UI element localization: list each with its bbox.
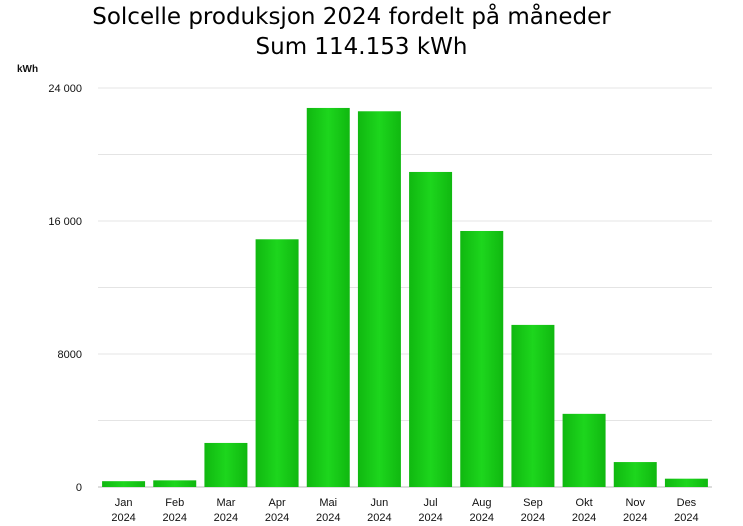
bar-sep [511,324,555,487]
bar-apr [255,239,299,487]
x-tick-year-label: 2024 [163,512,187,524]
bar-aug [460,230,504,487]
x-tick-label: Jan [115,497,133,509]
x-tick-year-label: 2024 [316,512,340,524]
x-tick-year-label: 2024 [265,512,289,524]
bar-jan [102,481,146,487]
bar-mai [306,107,350,487]
y-tick-label: 8000 [58,349,82,361]
bar-jul [409,171,453,488]
x-tick-year-label: 2024 [111,512,135,524]
bar-feb [153,480,197,487]
y-tick-label: 24 000 [48,83,82,95]
x-tick-year-label: 2024 [521,512,545,524]
x-tick-year-label: 2024 [214,512,238,524]
x-tick-label: Feb [165,497,184,509]
x-tick-label: Des [677,497,697,509]
y-tick-label: 0 [76,482,82,494]
x-tick-label: Mai [319,497,337,509]
x-tick-label: Aug [472,497,492,509]
x-tick-year-label: 2024 [470,512,494,524]
bar-mar [204,442,248,487]
gridlines [98,87,712,488]
x-tick-label: Mar [216,497,235,509]
bars [102,107,708,488]
y-tick-label: 16 000 [48,216,82,228]
x-tick-year-label: 2024 [674,512,698,524]
x-tick-year-label: 2024 [572,512,596,524]
x-tick-year-label: 2024 [367,512,391,524]
x-tick-label: Nov [625,497,645,509]
x-tick-label: Apr [269,497,286,509]
x-tick-label: Okt [576,497,593,509]
y-axis-ticks: 0 8000 16 000 24 000 [48,83,82,494]
bar-des [664,478,708,487]
x-axis-ticks: Jan 2024 Feb 2024 Mar 2024 Apr 2024 Mai 2024 Jun 20… [111,497,698,524]
x-tick-label: Jun [371,497,389,509]
x-tick-label: Sep [523,497,543,509]
bar-jun [357,111,401,488]
x-tick-label: Jul [424,497,438,509]
bar-okt [562,413,606,487]
chart-title: Solcelle produksjon 2024 fordelt på måne… [92,4,611,30]
y-axis-unit: kWh [17,64,38,75]
x-tick-year-label: 2024 [623,512,647,524]
x-tick-year-label: 2024 [418,512,442,524]
chart-subtitle: Sum 114.153 kWh [255,34,468,60]
bar-nov [613,462,657,487]
